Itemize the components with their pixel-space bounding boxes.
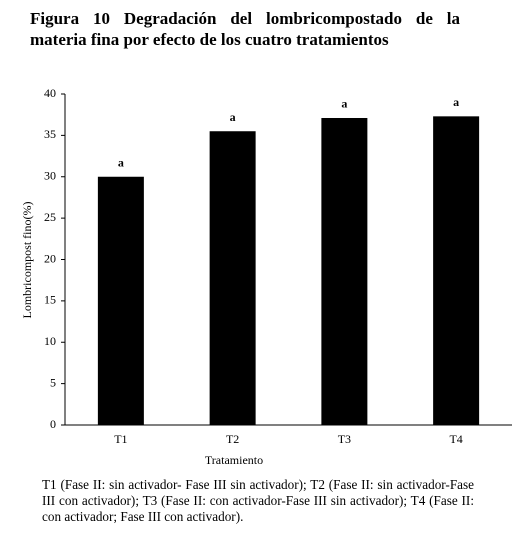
bar	[97, 176, 144, 425]
y-tick-label: 20	[44, 251, 56, 265]
y-tick-label: 10	[44, 334, 56, 348]
y-tick-label: 5	[50, 375, 56, 389]
y-tick-label: 30	[44, 169, 56, 183]
annotation: a	[341, 97, 347, 111]
bar	[433, 116, 480, 425]
caption: T1 (Fase II: sin activador- Fase III sin…	[42, 477, 474, 524]
y-tick-label: 35	[44, 127, 56, 141]
x-tick-label: T1	[114, 432, 127, 446]
x-tick-label: T4	[449, 432, 462, 446]
chart: Tratamiento Lombricompost fino(%) 0 5 10 15…	[20, 86, 512, 467]
chart-title: Figura 10 Degradación del lombricomposta…	[30, 9, 460, 49]
bar	[209, 131, 256, 426]
y-tick-label: 0	[50, 417, 56, 431]
x-tick-label: T3	[338, 432, 351, 446]
annotation: a	[118, 156, 124, 170]
bar	[321, 117, 368, 425]
y-tick-label: 15	[44, 293, 56, 307]
y-tick-label: 40	[44, 86, 56, 100]
annotation: a	[230, 110, 236, 124]
x-tick-label: T2	[226, 432, 239, 446]
y-axis-label: Lombricompost fino(%)	[20, 202, 34, 319]
y-tick-label: 25	[44, 210, 56, 224]
annotation: a	[453, 95, 459, 109]
x-axis-label: Tratamiento	[205, 453, 263, 467]
